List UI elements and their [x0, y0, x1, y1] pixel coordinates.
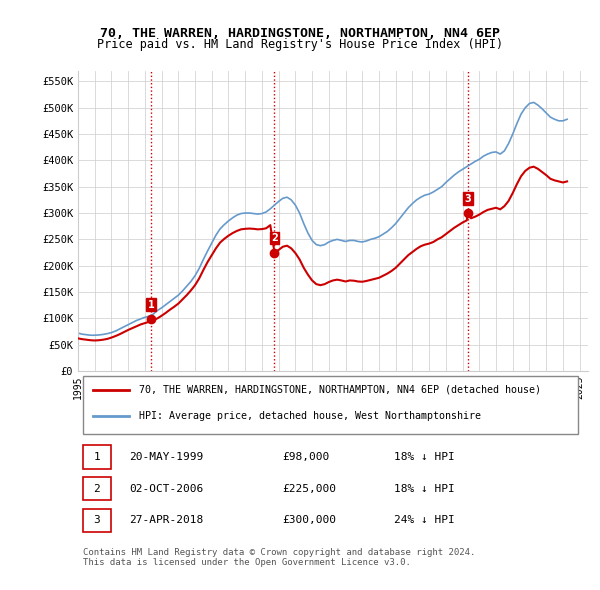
FancyBboxPatch shape	[83, 477, 111, 500]
Text: 24% ↓ HPI: 24% ↓ HPI	[394, 515, 455, 525]
Text: 3: 3	[94, 515, 100, 525]
FancyBboxPatch shape	[83, 376, 578, 434]
Text: HPI: Average price, detached house, West Northamptonshire: HPI: Average price, detached house, West…	[139, 411, 481, 421]
Text: 02-OCT-2006: 02-OCT-2006	[129, 484, 203, 494]
Text: 2: 2	[271, 233, 278, 243]
Text: 2: 2	[94, 484, 100, 494]
Text: 20-MAY-1999: 20-MAY-1999	[129, 452, 203, 462]
Text: 18% ↓ HPI: 18% ↓ HPI	[394, 452, 455, 462]
Text: 70, THE WARREN, HARDINGSTONE, NORTHAMPTON, NN4 6EP (detached house): 70, THE WARREN, HARDINGSTONE, NORTHAMPTO…	[139, 385, 541, 395]
Text: 3: 3	[464, 194, 472, 204]
Text: 27-APR-2018: 27-APR-2018	[129, 515, 203, 525]
Text: £225,000: £225,000	[282, 484, 336, 494]
Text: Price paid vs. HM Land Registry's House Price Index (HPI): Price paid vs. HM Land Registry's House …	[97, 38, 503, 51]
FancyBboxPatch shape	[83, 509, 111, 532]
Text: Contains HM Land Registry data © Crown copyright and database right 2024.
This d: Contains HM Land Registry data © Crown c…	[83, 548, 475, 567]
FancyBboxPatch shape	[83, 445, 111, 468]
Text: 1: 1	[94, 452, 100, 462]
Text: £98,000: £98,000	[282, 452, 329, 462]
Text: 18% ↓ HPI: 18% ↓ HPI	[394, 484, 455, 494]
Text: £300,000: £300,000	[282, 515, 336, 525]
Text: 1: 1	[148, 300, 155, 310]
Text: 70, THE WARREN, HARDINGSTONE, NORTHAMPTON, NN4 6EP: 70, THE WARREN, HARDINGSTONE, NORTHAMPTO…	[100, 27, 500, 40]
